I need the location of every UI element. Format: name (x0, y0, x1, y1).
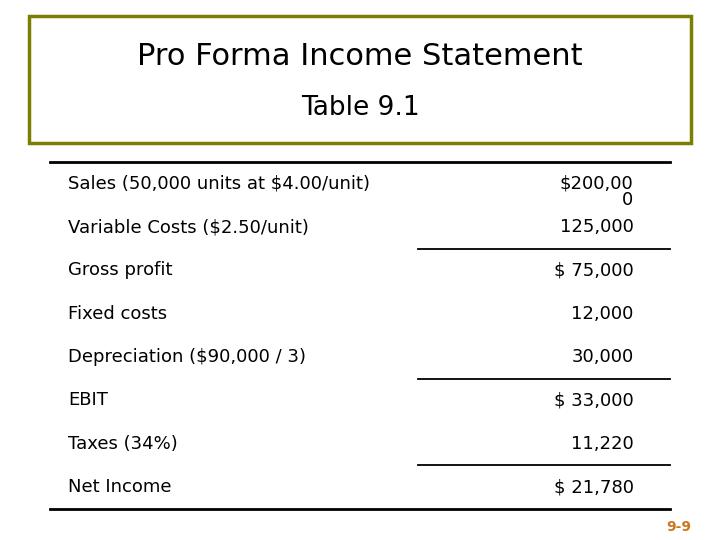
Text: Pro Forma Income Statement: Pro Forma Income Statement (138, 42, 582, 71)
Text: $ 21,780: $ 21,780 (554, 478, 634, 496)
Text: 12,000: 12,000 (571, 305, 634, 323)
Text: Sales (50,000 units at $4.00/unit): Sales (50,000 units at $4.00/unit) (68, 174, 370, 193)
Text: 11,220: 11,220 (571, 435, 634, 453)
FancyBboxPatch shape (29, 16, 691, 143)
Text: Net Income: Net Income (68, 478, 172, 496)
Text: 9-9: 9-9 (666, 519, 691, 534)
Text: 0: 0 (622, 191, 634, 209)
Text: $200,00: $200,00 (560, 174, 634, 193)
Text: EBIT: EBIT (68, 392, 108, 409)
Text: Table 9.1: Table 9.1 (301, 95, 419, 121)
Text: $ 75,000: $ 75,000 (554, 261, 634, 279)
Text: Fixed costs: Fixed costs (68, 305, 168, 323)
Text: Variable Costs ($2.50/unit): Variable Costs ($2.50/unit) (68, 218, 310, 236)
Text: Gross profit: Gross profit (68, 261, 173, 279)
Text: Taxes (34%): Taxes (34%) (68, 435, 178, 453)
Text: $ 33,000: $ 33,000 (554, 392, 634, 409)
Text: Depreciation ($90,000 / 3): Depreciation ($90,000 / 3) (68, 348, 307, 366)
Text: 125,000: 125,000 (559, 218, 634, 236)
Text: 30,000: 30,000 (572, 348, 634, 366)
